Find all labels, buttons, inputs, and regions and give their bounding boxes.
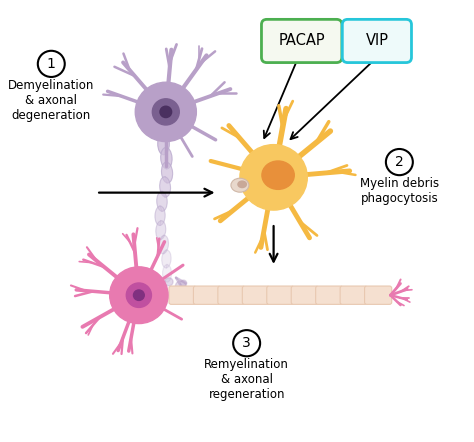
Circle shape	[158, 284, 165, 291]
Circle shape	[139, 274, 148, 282]
Circle shape	[240, 145, 307, 210]
FancyBboxPatch shape	[193, 286, 220, 305]
Circle shape	[386, 149, 413, 175]
Circle shape	[146, 272, 155, 281]
Circle shape	[175, 281, 186, 291]
Circle shape	[180, 280, 187, 286]
Text: 1: 1	[47, 57, 56, 71]
Ellipse shape	[156, 221, 166, 240]
FancyBboxPatch shape	[316, 286, 343, 305]
Text: PACAP: PACAP	[278, 34, 325, 49]
Text: Myelin debris
phagocytosis: Myelin debris phagocytosis	[360, 177, 439, 206]
FancyBboxPatch shape	[342, 19, 411, 63]
Text: 3: 3	[242, 336, 251, 350]
Circle shape	[165, 278, 173, 286]
Ellipse shape	[262, 161, 294, 189]
Ellipse shape	[158, 133, 169, 155]
Circle shape	[151, 292, 158, 299]
Text: 2: 2	[395, 155, 404, 169]
Text: VIP: VIP	[365, 34, 388, 49]
Circle shape	[126, 283, 151, 308]
Ellipse shape	[155, 206, 165, 225]
Ellipse shape	[162, 250, 171, 268]
Ellipse shape	[162, 162, 173, 183]
Circle shape	[152, 99, 179, 125]
FancyBboxPatch shape	[365, 286, 392, 305]
FancyBboxPatch shape	[340, 286, 367, 305]
Ellipse shape	[231, 178, 249, 192]
Ellipse shape	[160, 177, 171, 197]
Ellipse shape	[157, 191, 167, 211]
Circle shape	[109, 267, 168, 324]
FancyBboxPatch shape	[218, 286, 245, 305]
FancyBboxPatch shape	[262, 19, 342, 63]
Ellipse shape	[161, 148, 172, 169]
FancyBboxPatch shape	[169, 286, 196, 305]
Circle shape	[157, 291, 165, 299]
Circle shape	[134, 290, 144, 301]
Circle shape	[135, 82, 196, 141]
Text: Remyelination
& axonal
regeneration: Remyelination & axonal regeneration	[204, 358, 289, 401]
FancyBboxPatch shape	[267, 286, 294, 305]
Circle shape	[153, 286, 159, 291]
Ellipse shape	[237, 180, 247, 188]
Circle shape	[38, 51, 65, 77]
Text: Demyelination
& axonal
degeneration: Demyelination & axonal degeneration	[8, 79, 94, 122]
Circle shape	[233, 330, 260, 356]
FancyBboxPatch shape	[291, 286, 319, 305]
Ellipse shape	[159, 236, 168, 254]
Ellipse shape	[163, 265, 172, 282]
FancyBboxPatch shape	[242, 286, 269, 305]
Circle shape	[160, 106, 172, 118]
